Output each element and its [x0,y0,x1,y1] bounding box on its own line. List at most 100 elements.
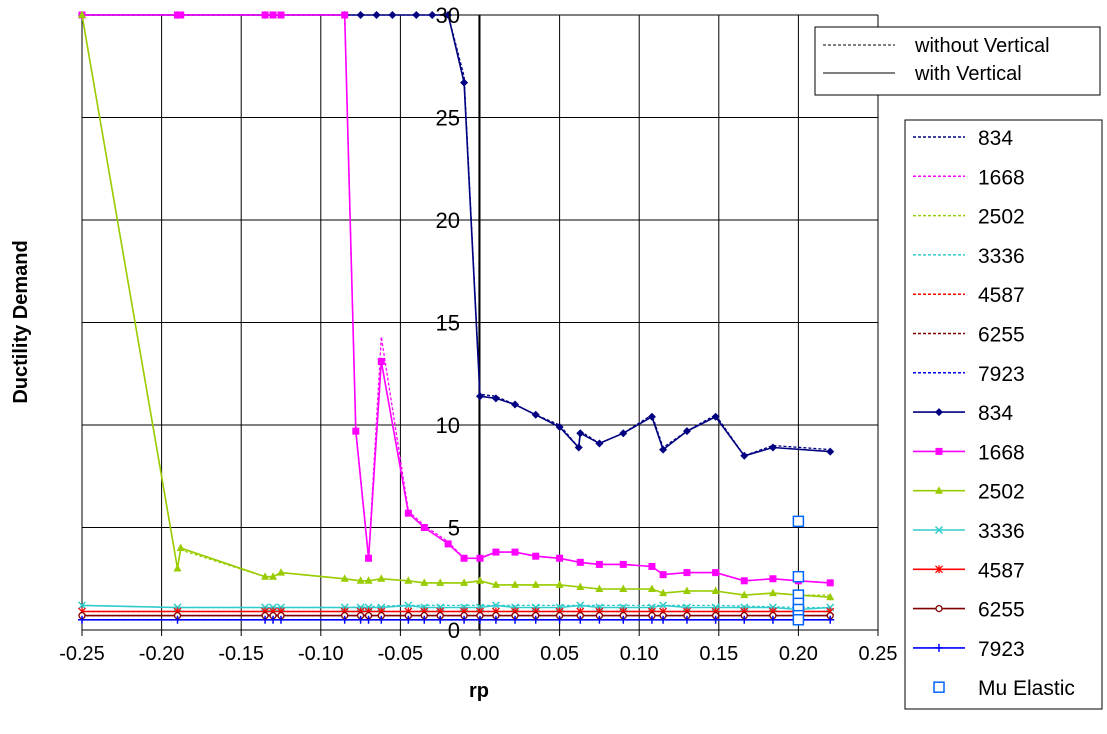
data-point [404,509,412,517]
data-point [377,615,386,624]
legend-item: 834 [913,402,1013,425]
y-tick-label: 10 [436,413,460,438]
data-point [261,572,270,580]
data-point [476,392,484,401]
data-point [511,400,520,409]
series-line [81,14,831,598]
data-point [647,584,656,592]
data-point [619,560,627,568]
series-2502-without-vertical [81,14,831,596]
legend-item: 6255 [913,599,1025,622]
data-point [576,429,585,438]
data-point [277,568,285,576]
data-point [576,601,585,610]
data-point [177,11,185,19]
series-1668-without-vertical [82,14,831,584]
data-point [372,11,381,19]
legend-item: 7923 [913,638,1025,661]
legend-label: 7923 [978,638,1025,661]
data-point [740,590,749,599]
data-point [377,574,386,582]
series-legend: 834 1668 2502 3336 4587 6255 7923 834 1668 2502 33… [904,119,1103,710]
style-legend-label: with Vertical [914,63,1022,85]
x-tick-label: 0.00 [461,643,500,665]
data-point [476,554,484,562]
legend-item: 4587 [913,284,1025,307]
data-point [341,11,349,19]
data-point [364,576,373,584]
data-point [768,588,777,597]
legend-label: 2502 [978,206,1025,229]
x-tick-label: -0.05 [378,643,424,665]
x-tick-label: -0.25 [59,643,105,665]
series-Mu Elastic-scatter [792,515,805,626]
data-point [444,11,453,19]
data-point [576,558,584,566]
grid [81,14,879,631]
legend-item: 2502 [913,206,1025,229]
data-point [428,11,437,19]
data-point [768,615,777,624]
tick-labels: -0.25 -0.20 -0.15 -0.10 -0.05 0.00 0.05 0.10 0.1… [59,3,897,665]
data-point [491,615,500,624]
data-point [682,586,691,595]
data-point [420,578,429,586]
x-tick-label: -0.15 [218,643,264,665]
series-834-without-vertical [82,14,831,457]
data-point [460,78,469,87]
legend-label: 834 [978,127,1013,150]
data-point [277,11,285,19]
data-point [476,615,484,624]
data-point [436,615,445,624]
data-point [740,451,749,460]
data-point [511,615,520,624]
data-point [576,582,585,590]
x-tick-label: 0.10 [620,643,659,665]
data-point [619,584,628,592]
style-legend-label: without Vertical [914,35,1050,57]
series-4587-with-vertical [78,607,835,616]
series-line [82,14,831,584]
series-line [82,14,831,584]
data-point [531,580,540,588]
data-point [711,615,720,624]
data-point [460,615,469,624]
legend-item: 1668 [913,441,1025,464]
data-point [711,412,720,421]
style-legend: without Vertical with Vertical [814,26,1101,96]
legend-item: 2502 [913,481,1025,504]
data-point [173,615,182,624]
data-point [532,552,540,560]
legend-item: 7923 [913,363,1025,386]
x-tick-label: -0.20 [139,643,185,665]
data-point [711,586,720,595]
legend-label: 834 [978,402,1013,425]
data-point [659,615,668,624]
legend-marker [935,408,943,417]
y-tick-label: 30 [436,3,460,28]
data-point [792,614,805,626]
legend-label: 6255 [978,324,1025,347]
data-point [555,615,564,624]
x-tick-label: -0.10 [298,643,344,665]
data-point [356,615,365,624]
data-point [277,615,285,624]
data-point [460,578,469,586]
legend-label: 4587 [978,559,1025,582]
series-line [82,14,831,457]
data-point [576,615,585,624]
legend-item: 3336 [913,245,1025,268]
legend-marker [934,525,944,535]
legend-label: 1668 [978,441,1025,464]
data-point [388,11,397,19]
legend-item: 3336 [913,520,1025,543]
data-point [792,515,805,528]
data-point [595,560,603,568]
x-tick-label: 0.20 [779,643,818,665]
data-point [491,601,500,610]
data-point [269,572,278,580]
data-point [574,443,583,452]
legend-marker [935,643,943,652]
data-point [619,615,628,624]
x-tick-label: 0.15 [699,643,738,665]
